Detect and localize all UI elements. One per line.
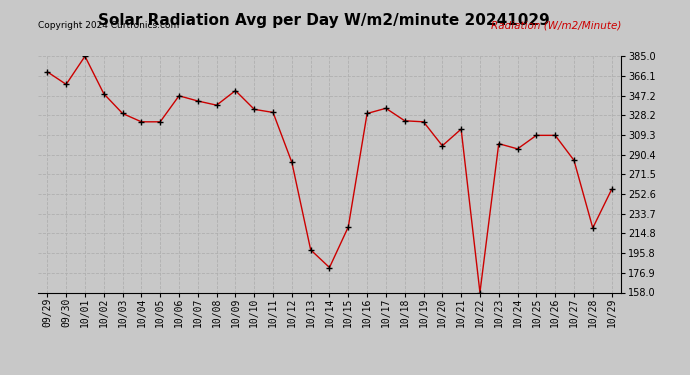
Text: Radiation (W/m2/Minute): Radiation (W/m2/Minute)	[491, 21, 621, 31]
Text: Copyright 2024 Curtronics.com: Copyright 2024 Curtronics.com	[38, 21, 179, 30]
Text: Solar Radiation Avg per Day W/m2/minute 20241029: Solar Radiation Avg per Day W/m2/minute …	[99, 13, 550, 28]
